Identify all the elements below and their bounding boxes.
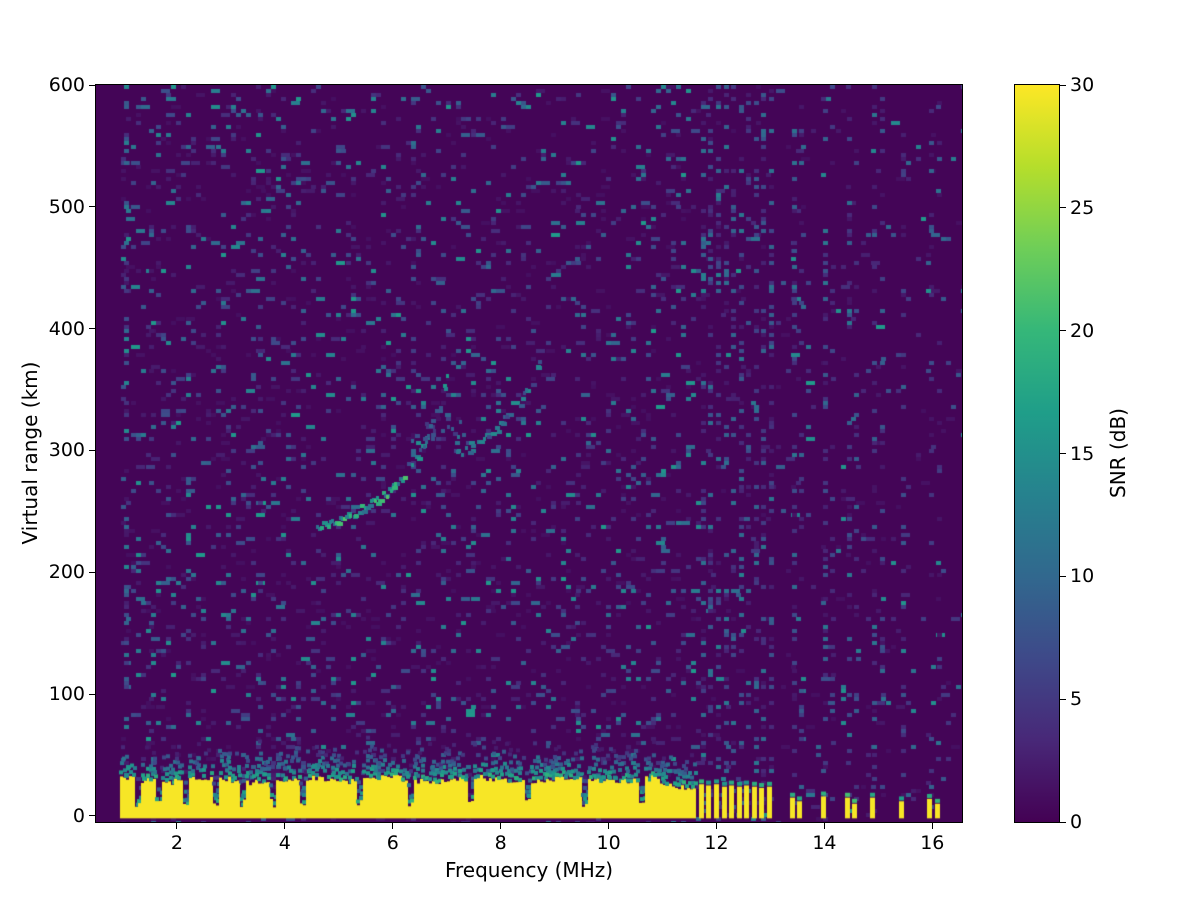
x-tick-label: 16 [920,832,945,854]
x-tick-mark [608,823,610,829]
colorbar-tick-mark [1060,330,1066,332]
y-tick-mark [89,328,95,330]
x-tick-mark [500,823,502,829]
x-tick-mark [823,823,825,829]
colorbar-tick-label: 0 [1070,811,1083,833]
x-tick-mark [284,823,286,829]
x-tick-mark [392,823,394,829]
ionogram-canvas [96,85,962,822]
y-tick-label: 0 [72,804,85,827]
x-tick-mark [176,823,178,829]
y-tick-label: 400 [48,317,85,340]
y-tick-label: 600 [48,74,85,96]
y-tick-label: 500 [48,195,85,218]
colorbar-tick-label: 30 [1070,74,1095,96]
x-axis-ticks: 2 4 6 8 10 12 14 16 [96,823,962,863]
x-tick-mark [715,823,717,829]
colorbar-tick-mark [1060,575,1066,577]
x-tick-mark [931,823,933,829]
colorbar-tick-mark [1060,821,1066,823]
colorbar-tick-label: 5 [1070,688,1083,711]
x-tick-label: 4 [278,832,291,854]
y-tick-mark [89,815,95,817]
y-tick-mark [89,84,95,86]
colorbar-label: SNR (dB) [1106,408,1130,498]
x-tick-label: 10 [596,832,621,854]
y-tick-label: 100 [48,683,85,706]
x-tick-label: 12 [704,832,729,854]
y-tick-mark [89,449,95,451]
x-axis-label: Frequency (MHz) [444,858,614,882]
colorbar [1014,84,1060,823]
colorbar-tick-label: 15 [1070,442,1095,465]
x-tick-label: 6 [386,832,399,854]
plot-area [95,84,963,823]
x-tick-label: 2 [170,832,183,854]
y-tick-label: 200 [48,561,85,584]
x-tick-label: 14 [812,832,837,854]
colorbar-tick-mark [1060,453,1066,454]
colorbar-ticks: 0 5 10 15 20 25 30 [1060,74,1130,833]
colorbar-tick-label: 20 [1070,319,1095,342]
y-tick-mark [89,571,95,573]
y-tick-label: 300 [48,439,85,462]
y-axis-ticks: 0 100 200 300 400 500 600 [0,74,95,827]
x-tick-label: 8 [494,832,507,854]
colorbar-tick-label: 25 [1070,196,1095,219]
colorbar-tick-mark [1060,207,1066,209]
colorbar-tick-mark [1060,84,1066,86]
colorbar-tick-label: 10 [1070,565,1095,588]
y-tick-mark [89,206,95,208]
y-axis-label: Virtual range (km) [18,361,42,545]
y-tick-mark [89,693,95,695]
colorbar-tick-mark [1060,698,1066,700]
